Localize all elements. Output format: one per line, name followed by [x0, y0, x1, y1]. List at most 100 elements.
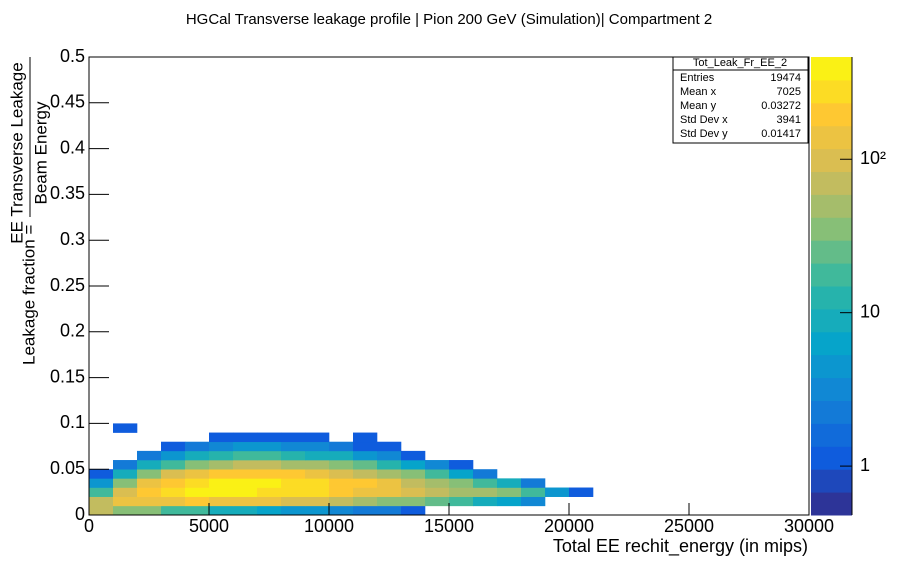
color-scale: 1 10 10² [811, 57, 886, 516]
cell [161, 441, 186, 452]
cells [89, 423, 594, 516]
x-axis-title: Total EE rechit_energy (in mips) [553, 536, 808, 557]
cell [377, 469, 402, 479]
cell [329, 450, 354, 461]
cell [377, 505, 402, 516]
palette-band [811, 194, 852, 218]
cell [137, 505, 162, 516]
cell [353, 469, 378, 479]
cell [353, 478, 378, 488]
palette-band [811, 102, 852, 127]
stats-title: Tot_Leak_Fr_EE_2 [693, 57, 787, 69]
cell [377, 460, 402, 470]
palette-band [811, 125, 852, 150]
cell [401, 469, 426, 479]
y-axis-title-prefix: Leakage fraction = [19, 225, 38, 365]
cell [185, 441, 210, 452]
cell [113, 478, 138, 488]
cell [257, 432, 282, 443]
cell [353, 496, 378, 507]
stats-value: 0.01417 [761, 128, 801, 140]
cell [281, 505, 306, 516]
cell [329, 505, 354, 516]
cell [401, 478, 426, 488]
cell [209, 469, 234, 479]
cell [281, 487, 306, 497]
cell [161, 496, 186, 507]
palette-band [811, 469, 852, 493]
palette-band [811, 331, 852, 356]
cell [353, 505, 378, 516]
x-tick-label: 30000 [784, 516, 834, 536]
stats-frame [672, 56, 809, 144]
cell [521, 487, 546, 497]
cell [401, 487, 426, 497]
cell [89, 478, 114, 488]
cell [401, 450, 426, 461]
stats-value: 7025 [777, 86, 801, 98]
cell [257, 450, 282, 461]
cell [185, 478, 210, 488]
y-tick-label: 0.45 [50, 92, 85, 112]
cell [353, 487, 378, 497]
cell [113, 469, 138, 479]
cell [233, 441, 258, 452]
palette-band [811, 217, 852, 241]
cell [113, 505, 138, 516]
cell [305, 496, 330, 507]
cell [305, 505, 330, 516]
palette-band [811, 354, 852, 379]
cell [497, 478, 522, 488]
cell [185, 450, 210, 461]
palette-band [811, 492, 852, 516]
cell [185, 460, 210, 470]
cell [377, 450, 402, 461]
cell [305, 432, 330, 443]
stats-label: Std Dev y [680, 128, 728, 140]
cell [353, 441, 378, 452]
cell [281, 450, 306, 461]
palette-band [811, 308, 852, 333]
y-axis-title: Leakage fraction = EE Transverse Leakage… [7, 57, 50, 365]
y-tick-label: 0.4 [60, 137, 85, 157]
axes: 0 5000 10000 15000 20000 25000 30000 0 0.05 0.1 0.… [50, 46, 834, 536]
cell [113, 496, 138, 507]
cell [233, 505, 258, 516]
y-tick-label: 0.35 [50, 183, 85, 203]
cell [161, 450, 186, 461]
cell [209, 478, 234, 488]
cell [137, 478, 162, 488]
stats-value: 3941 [777, 114, 801, 126]
cell [497, 496, 522, 507]
cell [449, 487, 474, 497]
palette-band [811, 171, 852, 195]
y-tick-label: 0.05 [50, 458, 85, 478]
cell [89, 496, 114, 507]
cell [305, 469, 330, 479]
cell [137, 450, 162, 461]
y-tick-label: 0 [75, 504, 85, 524]
palette-band [811, 423, 852, 447]
cell [329, 460, 354, 470]
cell [329, 487, 354, 497]
cell [425, 487, 450, 497]
y-tick-label: 0.5 [60, 46, 85, 66]
cell [137, 496, 162, 507]
cell [281, 432, 306, 443]
cell [161, 505, 186, 516]
cell [521, 478, 546, 488]
cell [89, 487, 114, 497]
cell [449, 469, 474, 479]
cell [377, 487, 402, 497]
cell [161, 487, 186, 497]
cell [209, 487, 234, 497]
cell [305, 487, 330, 497]
stats-value: 0.03272 [761, 100, 801, 112]
cell [257, 496, 282, 507]
x-tick-label: 0 [84, 516, 94, 536]
cell [185, 469, 210, 479]
cell [353, 432, 378, 443]
cell [161, 469, 186, 479]
x-tick-label: 15000 [424, 516, 474, 536]
